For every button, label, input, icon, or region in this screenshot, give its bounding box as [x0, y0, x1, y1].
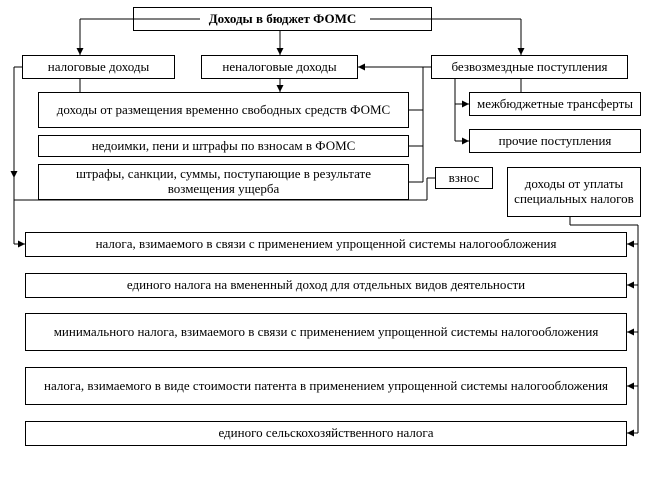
node-t5: единого сельскохозяйственного налога: [25, 421, 627, 446]
node-specialtax: доходы от уплаты специальных налогов: [507, 167, 641, 217]
node-fines: штрафы, санкции, суммы, поступающие в ре…: [38, 164, 409, 200]
node-t2: единого налога на вмененный доход для от…: [25, 273, 627, 298]
node-other: прочие поступления: [469, 129, 641, 153]
node-t4: налога, взимаемого в виде стоимости пате…: [25, 367, 627, 405]
node-tax: налоговые доходы: [22, 55, 175, 79]
node-arrears: недоимки, пени и штрафы по взносам в ФОМ…: [38, 135, 409, 157]
node-root: Доходы в бюджет ФОМС: [133, 7, 432, 31]
node-nontax: неналоговые доходы: [201, 55, 358, 79]
node-gratis: безвозмездные поступления: [431, 55, 628, 79]
node-contrib: взнос: [435, 167, 493, 189]
node-t3: минимального налога, взимаемого в связи …: [25, 313, 627, 351]
node-inter: межбюджетные трансферты: [469, 92, 641, 116]
node-t1: налога, взимаемого в связи с применением…: [25, 232, 627, 257]
node-place: доходы от размещения временно свободных …: [38, 92, 409, 128]
